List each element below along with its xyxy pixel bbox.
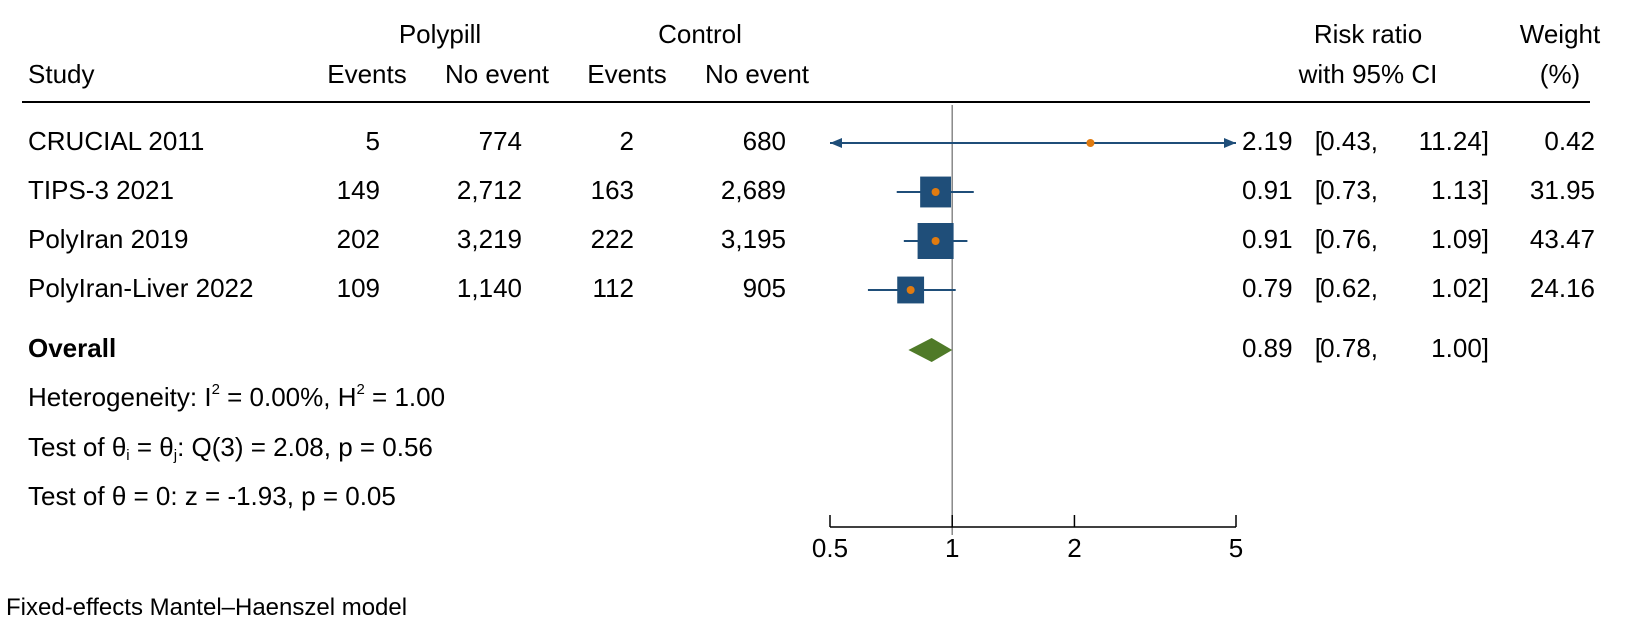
header-risk-ratio: Risk ratio — [1314, 19, 1422, 49]
polypill-events: 5 — [366, 126, 380, 156]
header-control: Control — [658, 19, 742, 49]
header-polypill-no-event: No event — [445, 59, 550, 89]
ci-upper: 11.24] — [1419, 126, 1489, 156]
header-weight-unit: (%) — [1540, 59, 1580, 89]
ci-lower: 0.76, — [1320, 224, 1378, 254]
polypill-no-event: 1,140 — [457, 273, 522, 303]
polypill-no-event: 2,712 — [457, 175, 522, 205]
x-tick-label: 5 — [1229, 533, 1243, 563]
control-events: 163 — [591, 175, 634, 205]
ci-open-bracket: [ — [1315, 273, 1323, 303]
point-estimate — [931, 237, 940, 245]
polypill-no-event: 3,219 — [457, 224, 522, 254]
ci-open-bracket: [ — [1315, 126, 1323, 156]
study-rows: CRUCIAL 2011 5 774 2 680 2.19 0.43, 11.24] 0.42 [… — [28, 126, 1595, 303]
x-tick-label: 2 — [1067, 533, 1081, 563]
polypill-events: 109 — [337, 273, 380, 303]
ci-arrow-right — [1224, 138, 1236, 148]
header-control-events: Events — [587, 59, 667, 89]
overall-rr: 0.89 — [1242, 333, 1293, 363]
ci-upper: 1.02] — [1431, 273, 1489, 303]
heterogeneity-text: Heterogeneity: I2 = 0.00%, H2 = 1.00 — [28, 381, 445, 412]
test-homogeneity-text: Test of θi = θj: Q(3) = 2.08, p = 0.56 — [28, 432, 433, 464]
study-name: PolyIran-Liver 2022 — [28, 273, 253, 303]
header-study: Study — [28, 59, 95, 89]
study-row: TIPS-3 2021 149 2,712 163 2,689 0.91 0.73, 1.13… — [28, 175, 1595, 205]
plot-marks — [830, 105, 1236, 535]
overall-lo: 0.78, — [1320, 333, 1378, 363]
ci-arrow-left — [830, 138, 842, 148]
control-events: 2 — [620, 126, 634, 156]
header-polypill-events: Events — [327, 59, 407, 89]
ci-lower: 0.73, — [1320, 175, 1378, 205]
weight-value: 24.16 — [1530, 273, 1595, 303]
control-no-event: 2,689 — [721, 175, 786, 205]
risk-ratio: 0.91 — [1242, 175, 1293, 205]
point-estimate — [906, 286, 915, 294]
risk-ratio: 0.91 — [1242, 224, 1293, 254]
polypill-events: 149 — [337, 175, 380, 205]
weight-value: 31.95 — [1530, 175, 1595, 205]
overall-hi: 1.00] — [1431, 333, 1489, 363]
test-overall-text: Test of θ = 0: z = -1.93, p = 0.05 — [28, 481, 396, 511]
overall-diamond — [908, 338, 953, 362]
ci-open-bracket: [ — [1315, 224, 1323, 254]
overall-label: Overall — [28, 333, 116, 363]
polypill-no-event: 774 — [479, 126, 522, 156]
weight-value: 43.47 — [1530, 224, 1595, 254]
header-polypill: Polypill — [399, 19, 481, 49]
weight-value: 0.42 — [1544, 126, 1595, 156]
study-name: CRUCIAL 2011 — [28, 126, 204, 156]
column-headers: Polypill Control Study Events No event E… — [28, 19, 1601, 89]
x-axis: 0.5 1 2 5 — [812, 515, 1243, 563]
ci-lower: 0.43, — [1320, 126, 1378, 156]
ci-upper: 1.13] — [1431, 175, 1489, 205]
risk-ratio: 2.19 — [1242, 126, 1293, 156]
header-control-no-event: No event — [705, 59, 810, 89]
ci-upper: 1.09] — [1431, 224, 1489, 254]
study-name: PolyIran 2019 — [28, 224, 188, 254]
point-estimate — [931, 188, 940, 196]
control-no-event: 680 — [743, 126, 786, 156]
ci-open-bracket: [ — [1315, 175, 1323, 205]
model-footnote: Fixed-effects Mantel–Haenszel model — [6, 594, 408, 621]
overall-ci-text: 0.89 [ 0.78, 1.00] — [1242, 333, 1489, 363]
study-row: PolyIran-Liver 2022 109 1,140 112 905 0.79 0.6… — [28, 273, 1595, 303]
x-tick-label: 1 — [945, 533, 959, 563]
control-events: 222 — [591, 224, 634, 254]
point-estimate — [1086, 139, 1095, 147]
study-row: PolyIran 2019 202 3,219 222 3,195 0.91 0.76, 1.… — [28, 224, 1595, 254]
x-tick-label: 0.5 — [812, 533, 848, 563]
control-no-event: 3,195 — [721, 224, 786, 254]
risk-ratio: 0.79 — [1242, 273, 1293, 303]
control-no-event: 905 — [743, 273, 786, 303]
overall-ci-open: [ — [1315, 333, 1323, 363]
study-row: CRUCIAL 2011 5 774 2 680 2.19 0.43, 11.24] 0.42 [ — [28, 126, 1595, 156]
header-weight: Weight — [1520, 19, 1601, 49]
control-events: 112 — [593, 273, 634, 303]
ci-lower: 0.62, — [1320, 273, 1378, 303]
polypill-events: 202 — [337, 224, 380, 254]
header-ci: with 95% CI — [1298, 59, 1438, 89]
study-name: TIPS-3 2021 — [28, 175, 174, 205]
